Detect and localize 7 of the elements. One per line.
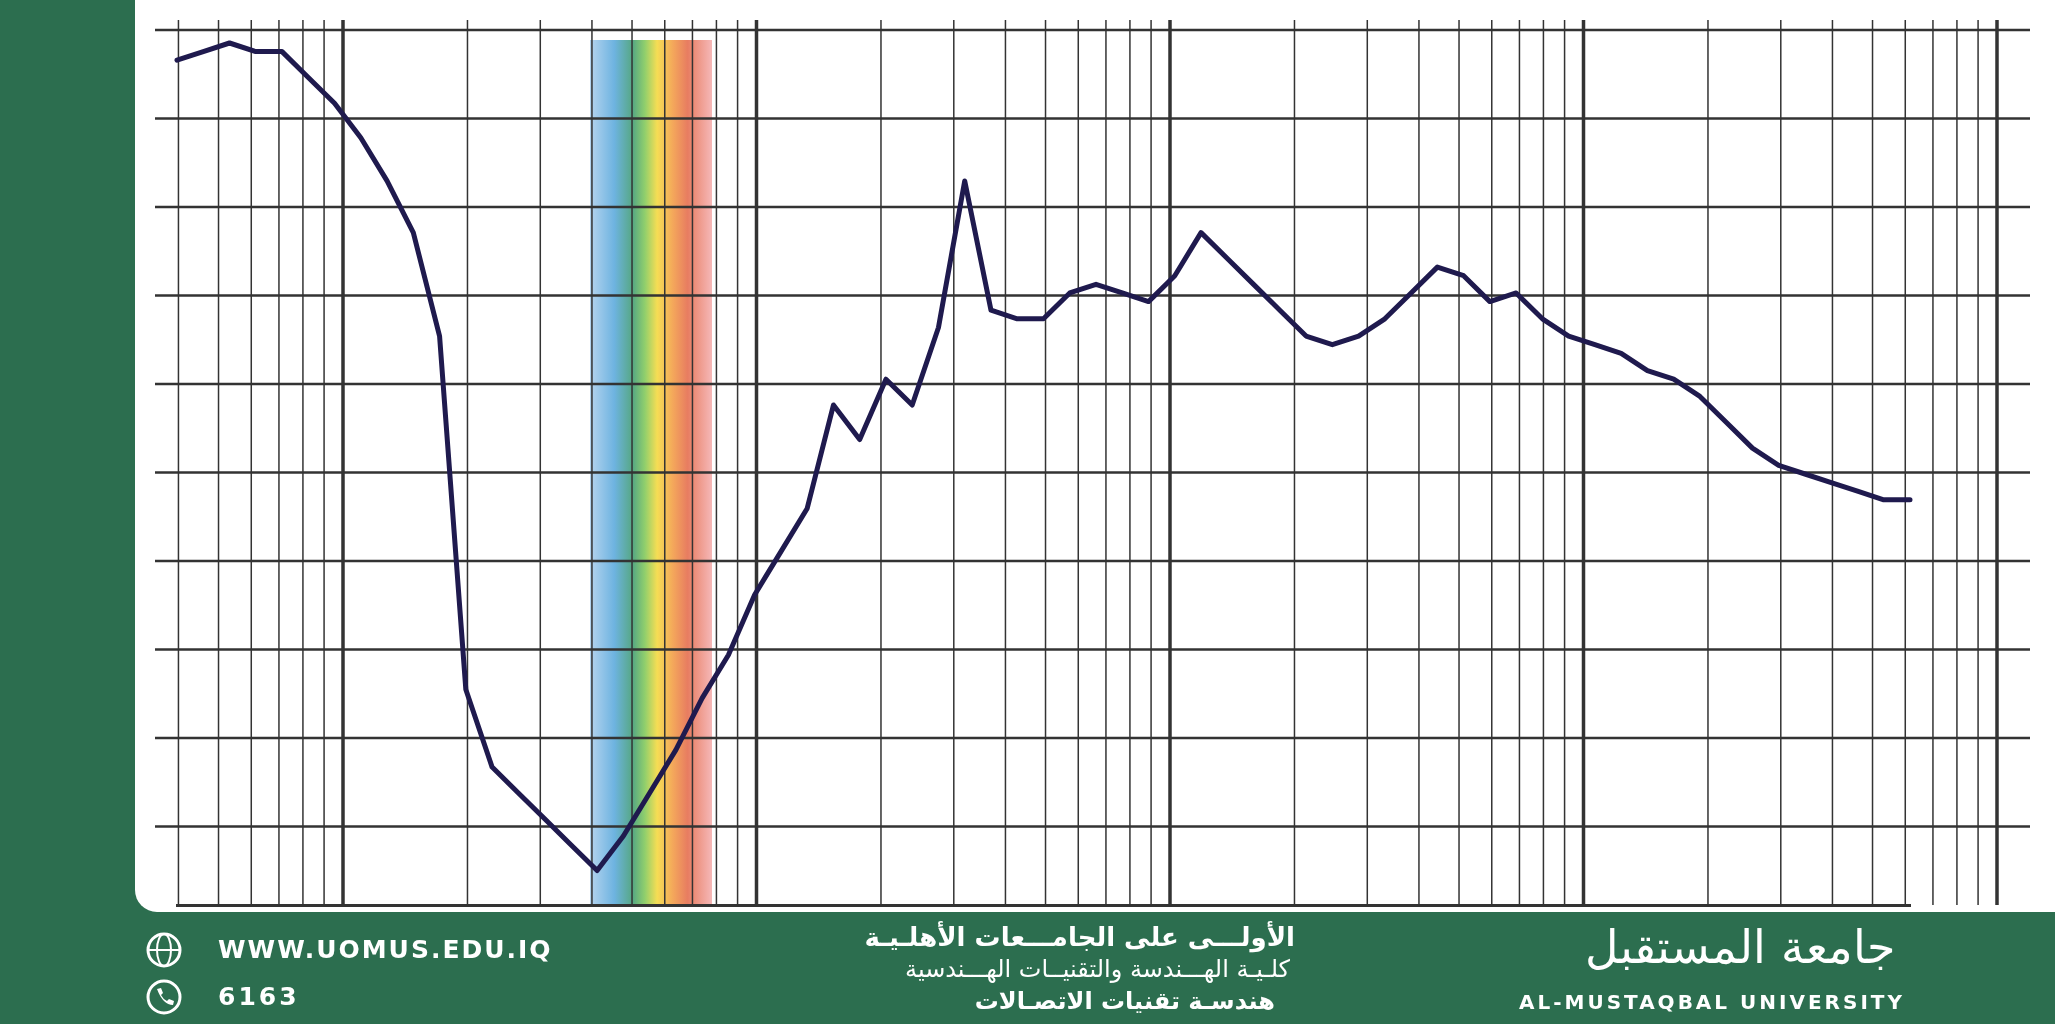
text: WWW.UOMUS.EDU.IQ: [218, 935, 553, 964]
text: كلـيـة الهـــندسة والتقنيــات الهـــندسية: [905, 955, 1290, 983]
text: هندسـة تقنيات الاتصـالات: [974, 987, 1275, 1015]
text: 6163: [218, 982, 300, 1011]
text: الأولـــى على الجامـــعات الأهلـيـة: [864, 922, 1295, 952]
text: جامعة المستقبل: [1585, 920, 1895, 974]
text: AL-MUSTAQBAL UNIVERSITY: [1518, 990, 1905, 1014]
